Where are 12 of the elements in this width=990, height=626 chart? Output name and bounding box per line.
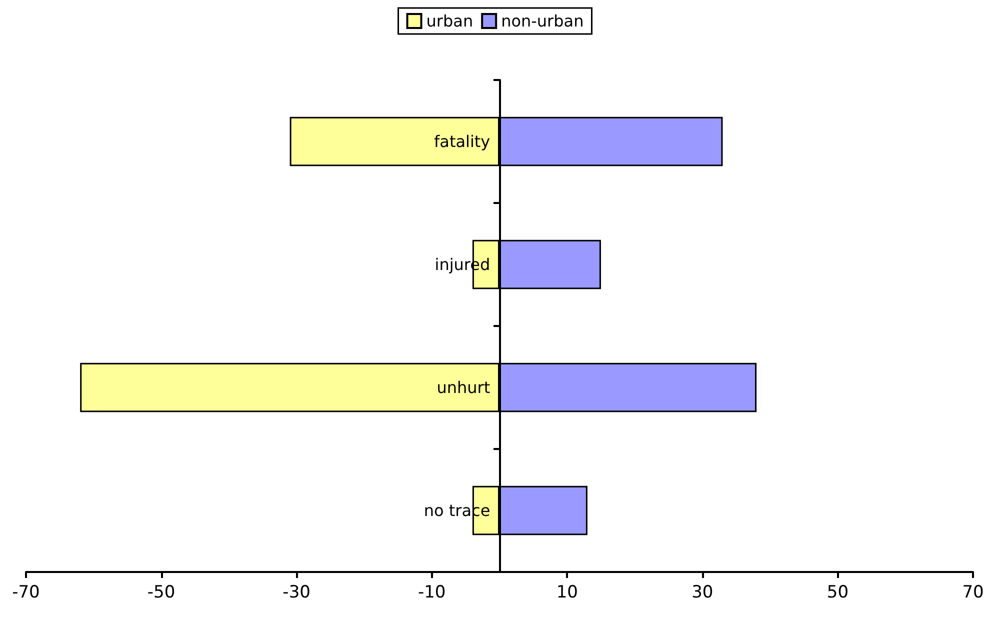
y-tick-label: unhurt — [436, 378, 490, 397]
x-tick-label: 10 — [556, 582, 578, 602]
x-tick-label: 50 — [826, 582, 849, 602]
legend-label: urban — [426, 12, 474, 30]
x-tick-label: -50 — [147, 582, 176, 602]
y-tick-label: fatality — [434, 132, 490, 151]
x-tick-label: -70 — [12, 582, 40, 602]
x-tick-label: 30 — [692, 582, 714, 602]
x-tick-label: 70 — [962, 582, 984, 602]
x-tick-label: -10 — [418, 582, 446, 602]
legend-label: non-urban — [501, 12, 584, 30]
x-tick-label: -30 — [282, 582, 310, 602]
